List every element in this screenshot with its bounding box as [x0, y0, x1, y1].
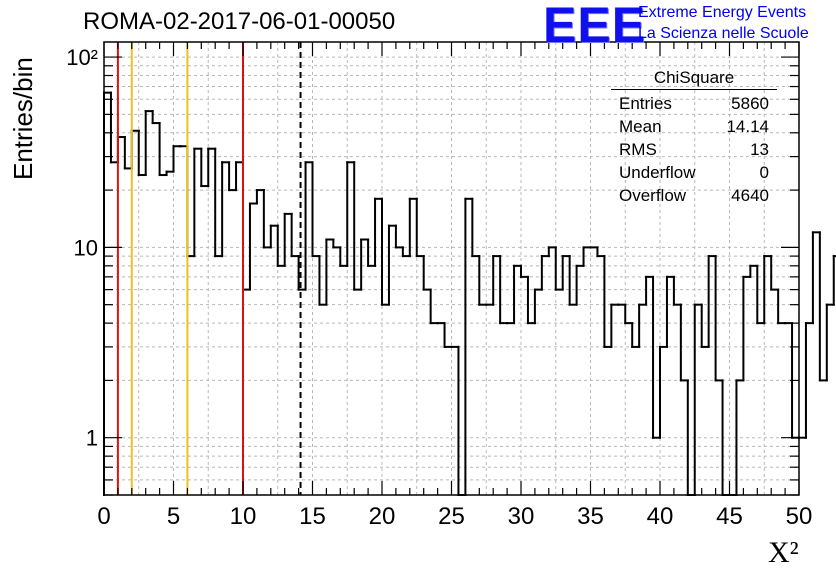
stats-value: 0 [759, 163, 769, 182]
logo-subtitle-line1: Extreme Energy Events [638, 4, 807, 21]
stats-row-underflow: Underflow 0 [611, 161, 777, 184]
x-tick-label: 5 [167, 503, 180, 530]
stats-row-overflow: Overflow 4640 [611, 184, 777, 207]
stats-row-mean: Mean 14.14 [611, 115, 777, 138]
stats-row-entries: Entries 5860 [611, 92, 777, 115]
logo-subtitle-line2: La Scienza nelle Scuole [638, 25, 809, 42]
y-tick-label: 10 [74, 235, 98, 260]
chart-title: ROMA-02-2017-06-01-00050 [83, 8, 396, 35]
stats-label: Underflow [619, 163, 696, 182]
stats-value: 5860 [731, 94, 769, 113]
stats-label: RMS [619, 140, 657, 159]
y-axis-label: Entries/bin [8, 57, 38, 180]
x-tick-label: 0 [97, 503, 110, 530]
stats-value: 14.14 [726, 117, 769, 136]
stats-label: Mean [619, 117, 662, 136]
x-tick-label: 10 [230, 503, 257, 530]
x-tick-label: 35 [577, 503, 604, 530]
x-axis-label: Χ² [768, 536, 799, 569]
stats-title: ChiSquare [611, 68, 777, 90]
y-tick-label: 10² [66, 45, 98, 70]
stats-box: ChiSquare Entries 5860 Mean 14.14 RMS 13… [611, 68, 777, 207]
stats-label: Overflow [619, 186, 687, 205]
eee-logo: EEE [543, 0, 647, 53]
stats-value: 4640 [731, 186, 769, 205]
x-tick-label: 15 [299, 503, 326, 530]
x-tick-label: 40 [647, 503, 674, 530]
reference-lines-layer [116, 42, 302, 495]
y-tick-label: 1 [86, 426, 98, 451]
stats-row-rms: RMS 13 [611, 138, 777, 161]
x-tick-label: 30 [508, 503, 535, 530]
axes-layer: 0 5 10 15 20 25 30 35 40 45 50 1 10 10² [66, 41, 813, 530]
stats-value: 13 [750, 140, 769, 159]
x-tick-label: 20 [369, 503, 396, 530]
x-tick-label: 25 [438, 503, 465, 530]
x-tick-label: 50 [786, 503, 813, 530]
x-tick-label: 45 [716, 503, 743, 530]
stats-label: Entries [619, 94, 672, 113]
